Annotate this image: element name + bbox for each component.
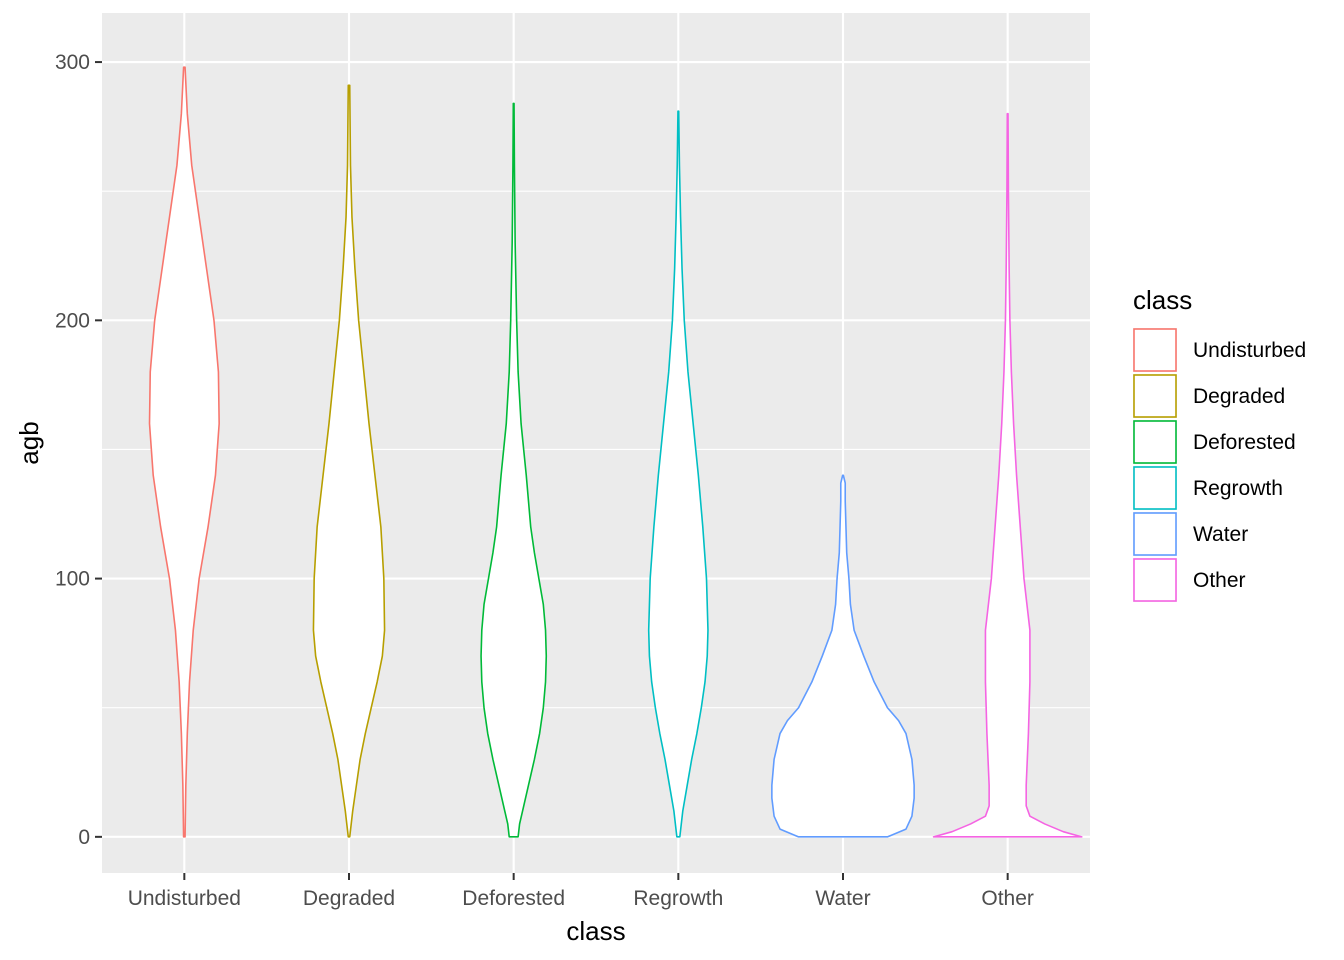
y-tick-label-200: 200 — [55, 309, 90, 332]
violin-water — [771, 474, 915, 838]
legend-label-deforested: Deforested — [1193, 431, 1296, 454]
violins — [148, 66, 1083, 838]
legend-key-other — [1133, 558, 1177, 602]
violin-degraded — [312, 84, 386, 838]
minor-gridlines — [102, 190, 1090, 709]
legend-label-regrowth: Regrowth — [1193, 477, 1283, 500]
legend-key-deforested — [1133, 420, 1177, 464]
legend-key-undisturbed — [1133, 328, 1177, 372]
legend-items: Undisturbed Degraded Deforested Regrowth Wat… — [1133, 328, 1306, 602]
legend-label-other: Other — [1193, 569, 1246, 592]
violin-undisturbed — [148, 66, 220, 838]
legend: class Undisturbed Degraded Deforested Regro… — [1133, 285, 1306, 602]
violin-deforested — [480, 102, 548, 838]
legend-label-degraded: Degraded — [1193, 385, 1285, 408]
violin-regrowth — [647, 110, 709, 838]
x-axis: Undisturbed Degraded Deforested Regrowth Wat… — [128, 873, 1034, 910]
x-tick-label-degraded: Degraded — [303, 887, 395, 910]
y-axis: 0 100 200 300 — [55, 51, 102, 849]
violin-other — [932, 112, 1083, 838]
y-tick-label-0: 0 — [78, 826, 90, 849]
legend-label-water: Water — [1193, 523, 1248, 546]
legend-key-degraded — [1133, 374, 1177, 418]
y-tick-label-100: 100 — [55, 568, 90, 591]
legend-key-water — [1133, 512, 1177, 556]
legend-title: class — [1133, 285, 1192, 315]
legend-label-undisturbed: Undisturbed — [1193, 339, 1306, 362]
y-axis-title: agb — [14, 421, 44, 464]
panel-background — [102, 13, 1090, 873]
legend-key-regrowth — [1133, 466, 1177, 510]
x-tick-label-undisturbed: Undisturbed — [128, 887, 241, 910]
x-axis-title: class — [566, 916, 625, 946]
x-tick-label-water: Water — [815, 887, 870, 910]
x-tick-label-deforested: Deforested — [462, 887, 565, 910]
x-tick-label-regrowth: Regrowth — [633, 887, 723, 910]
x-tick-label-other: Other — [981, 887, 1034, 910]
y-tick-label-300: 300 — [55, 51, 90, 74]
